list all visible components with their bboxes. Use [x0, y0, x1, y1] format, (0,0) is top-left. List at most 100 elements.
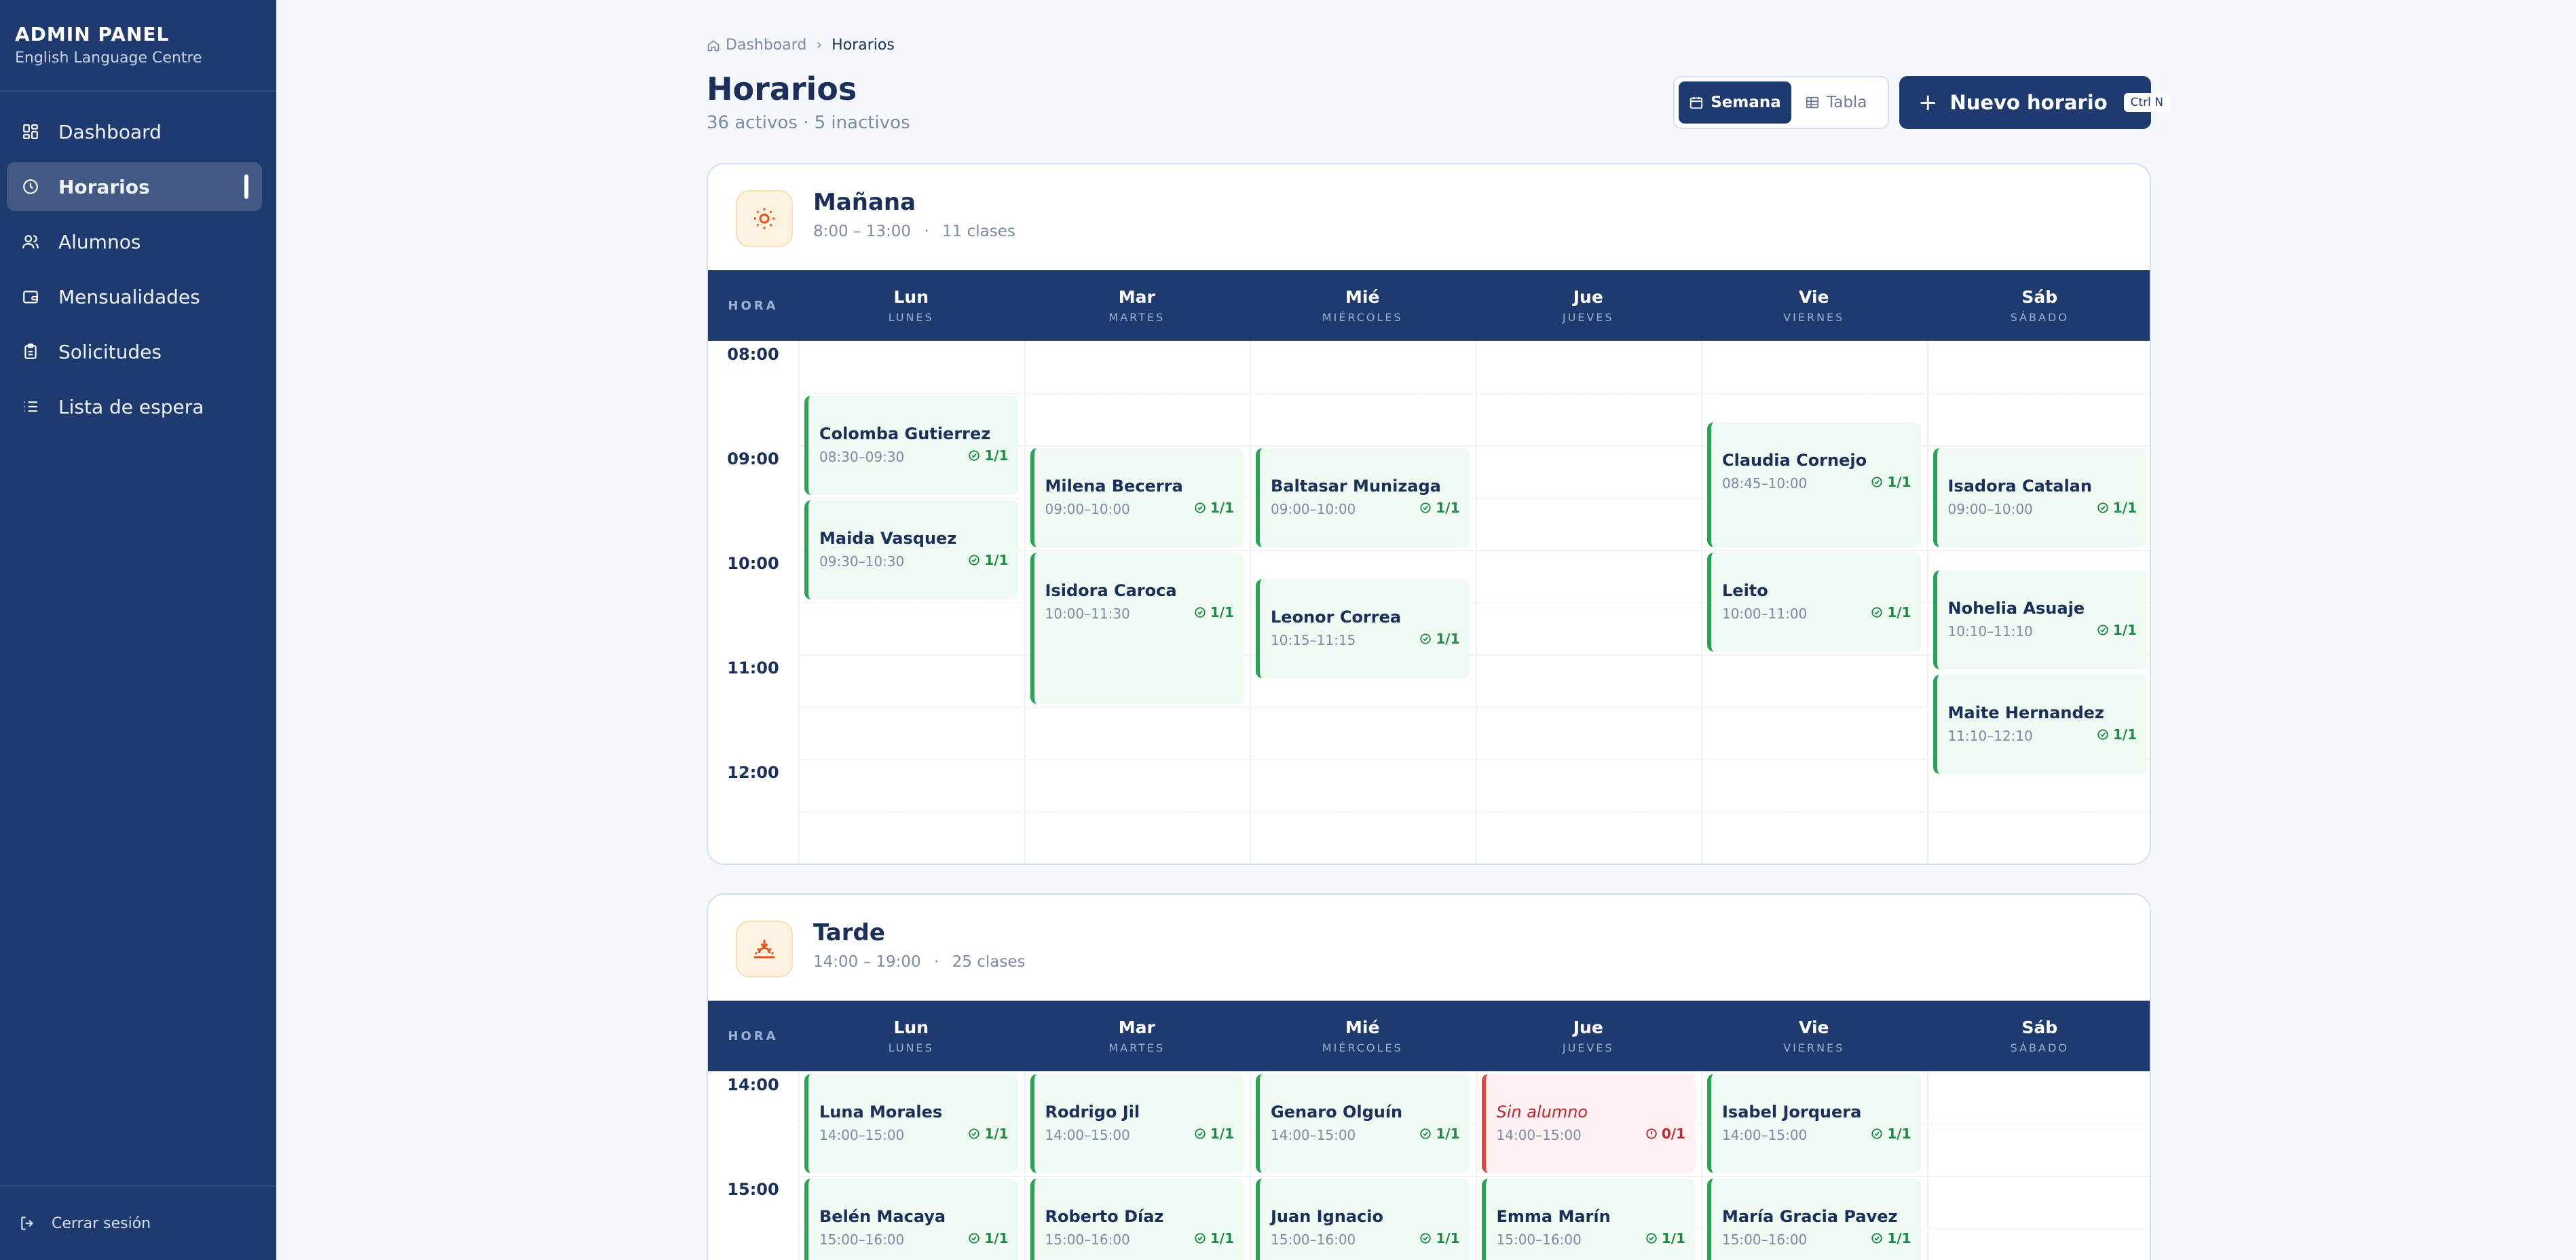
- capacity-value: 1/1: [1887, 1230, 1911, 1246]
- day-header-mié: Mié MIÉRCOLES: [1250, 270, 1476, 341]
- capacity-value: 1/1: [1436, 630, 1460, 647]
- student-name: Isidora Caroca: [1045, 581, 1177, 600]
- class-block[interactable]: María Gracia Pavez 15:00–16:00 1/1: [1707, 1179, 1921, 1260]
- class-info: Leito 10:00–11:00: [1722, 581, 1807, 622]
- student-name: Luna Morales: [819, 1102, 943, 1122]
- student-name: Belén Macaya: [819, 1207, 946, 1226]
- class-time: 11:10–12:10: [1947, 727, 2033, 744]
- hour-label: 14:00: [727, 1075, 779, 1094]
- class-block[interactable]: Juan Ignacio 15:00–16:00 1/1: [1256, 1179, 1470, 1260]
- sidebar-item-lista-de-espera[interactable]: Lista de espera: [7, 382, 262, 431]
- capacity-badge: 1/1: [1871, 604, 1911, 620]
- brand-title: ADMIN PANEL: [15, 23, 170, 45]
- check-circle-icon: [2097, 502, 2109, 514]
- class-block[interactable]: Claudia Cornejo 08:45–10:00 1/1: [1707, 422, 1921, 547]
- capacity-badge: 1/1: [1871, 1230, 1911, 1246]
- class-info: Nohelia Asuaje 10:10–11:10: [1948, 599, 2085, 640]
- logout-button[interactable]: Cerrar sesión: [0, 1185, 276, 1260]
- class-block[interactable]: Milena Becerra 09:00–10:00 1/1: [1030, 448, 1244, 547]
- class-block[interactable]: Belén Macaya 15:00–16:00 1/1: [804, 1179, 1018, 1260]
- new-schedule-button[interactable]: + Nuevo horario Ctrl N: [1899, 76, 2170, 129]
- shift-meta: 8:00 – 13:00 · 11 clases: [813, 223, 1015, 240]
- class-time: 14:00–15:00: [819, 1127, 905, 1143]
- class-block[interactable]: Maida Vasquez 09:30–10:30 1/1: [804, 500, 1018, 599]
- class-block[interactable]: Sin alumno 14:00–15:00 0/1: [1481, 1074, 1695, 1173]
- check-circle-icon: [1871, 606, 1883, 618]
- grid-column-line: [798, 1071, 800, 1260]
- class-block[interactable]: Rodrigo Jil 14:00–15:00 1/1: [1030, 1074, 1244, 1173]
- sidebar-item-mensualidades[interactable]: Mensualidades: [7, 272, 262, 321]
- schedule-header: HORA Lun LUNES Mar MARTES Mié MIÉRCOLES Jue JUEV…: [708, 1001, 2150, 1071]
- class-time: 08:45–10:00: [1722, 475, 1808, 492]
- check-circle-icon: [1419, 633, 1432, 645]
- class-block[interactable]: Luna Morales 14:00–15:00 1/1: [804, 1074, 1018, 1173]
- class-block[interactable]: Colomba Gutierrez 08:30–09:30 1/1: [804, 396, 1018, 495]
- capacity-value: 1/1: [1887, 473, 1911, 490]
- check-circle-icon: [968, 1232, 980, 1244]
- schedule-header: HORA Lun LUNES Mar MARTES Mié MIÉRCOLES Jue JUEV…: [708, 270, 2150, 341]
- class-block[interactable]: Maite Hernandez 11:10–12:10 1/1: [1933, 674, 2146, 774]
- breadcrumb-home-link[interactable]: Dashboard: [726, 37, 807, 54]
- class-block[interactable]: Nohelia Asuaje 10:10–11:10 1/1: [1933, 570, 2146, 669]
- class-info: Genaro Olguín 14:00–15:00: [1271, 1102, 1402, 1143]
- check-circle-icon: [1194, 502, 1206, 514]
- class-block[interactable]: Isidora Caroca 10:00–11:30 1/1: [1030, 553, 1244, 704]
- grid-hour-line: [798, 550, 2150, 551]
- plus-icon: +: [1918, 89, 1938, 116]
- capacity-badge: 1/1: [1194, 500, 1234, 516]
- day-short: Sáb: [2021, 287, 2058, 307]
- sidebar-item-solicitudes[interactable]: Solicitudes: [7, 327, 262, 376]
- day-long: JUEVES: [1562, 311, 1614, 324]
- capacity-badge: 1/1: [1419, 500, 1460, 516]
- hour-label: 12:00: [727, 763, 779, 782]
- sidebar-item-dashboard[interactable]: Dashboard: [7, 107, 262, 156]
- class-block[interactable]: Roberto Díaz 15:00–16:00 1/1: [1030, 1179, 1244, 1260]
- class-info: Juan Ignacio 15:00–16:00: [1271, 1207, 1383, 1248]
- brand: ADMIN PANEL English Language Centre: [0, 0, 276, 92]
- week-view-button[interactable]: Semana: [1679, 81, 1791, 124]
- capacity-value: 1/1: [1210, 1126, 1234, 1142]
- class-block[interactable]: Emma Marín 15:00–16:00 1/1: [1481, 1179, 1695, 1260]
- day-short: Jue: [1573, 287, 1603, 307]
- sidebar-item-label: Dashboard: [58, 120, 162, 143]
- day-header-vie: Vie VIERNES: [1701, 1001, 1927, 1071]
- week-view-label: Semana: [1711, 94, 1781, 111]
- check-circle-icon: [1871, 1128, 1883, 1140]
- page-title: Horarios: [707, 71, 857, 107]
- student-name: Maite Hernandez: [1947, 703, 2104, 722]
- capacity-badge: 1/1: [1194, 1126, 1234, 1142]
- capacity-value: 1/1: [1436, 1230, 1460, 1246]
- separator-dot: ·: [924, 223, 929, 240]
- sidebar-item-alumnos[interactable]: Alumnos: [7, 217, 262, 266]
- class-info: Leonor Correa 10:15–11:15: [1271, 608, 1401, 648]
- capacity-value: 1/1: [984, 1230, 1009, 1246]
- day-short: Jue: [1573, 1018, 1603, 1037]
- shift-range: 8:00 – 13:00: [813, 223, 912, 240]
- capacity-badge: 1/1: [2097, 500, 2137, 516]
- day-header-jue: Jue JUEVES: [1476, 270, 1702, 341]
- shift-card-manana: Mañana 8:00 – 13:00 · 11 clases HORA Lun L…: [707, 163, 2151, 865]
- capacity-badge: 1/1: [968, 1126, 1009, 1142]
- table-view-button[interactable]: Tabla: [1791, 81, 1880, 124]
- day-header-jue: Jue JUEVES: [1476, 1001, 1702, 1071]
- class-block[interactable]: Isabel Jorquera 14:00–15:00 1/1: [1707, 1074, 1921, 1173]
- class-block[interactable]: Baltasar Munizaga 09:00–10:00 1/1: [1256, 448, 1470, 547]
- shift-range: 14:00 – 19:00: [813, 953, 921, 971]
- home-icon: [707, 39, 720, 52]
- student-name: Colomba Gutierrez: [819, 424, 991, 443]
- sidebar-item-horarios[interactable]: Horarios: [7, 162, 262, 211]
- class-block[interactable]: Leito 10:00–11:00 1/1: [1707, 553, 1921, 652]
- capacity-value: 1/1: [2112, 500, 2137, 516]
- brand-subtitle: English Language Centre: [15, 50, 202, 67]
- class-time: 15:00–16:00: [819, 1231, 905, 1248]
- capacity-badge: 1/1: [1871, 1126, 1911, 1142]
- class-block[interactable]: Isadora Catalan 09:00–10:00 1/1: [1933, 448, 2146, 547]
- capacity-value: 0/1: [1661, 1126, 1685, 1142]
- clipboard-icon: [20, 341, 41, 362]
- shift-header: Mañana 8:00 – 13:00 · 11 clases: [708, 164, 2150, 270]
- student-name: Maida Vasquez: [819, 529, 957, 548]
- class-block[interactable]: Genaro Olguín 14:00–15:00 1/1: [1256, 1074, 1470, 1173]
- class-block[interactable]: Leonor Correa 10:15–11:15 1/1: [1256, 578, 1470, 678]
- sun-icon: [736, 190, 793, 247]
- hour-label: 15:00: [727, 1180, 779, 1199]
